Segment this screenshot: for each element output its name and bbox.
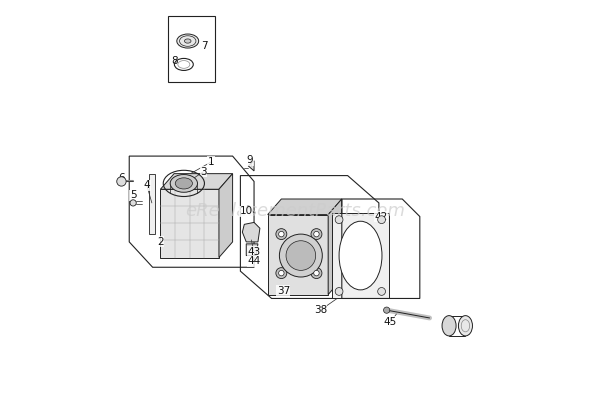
Circle shape (378, 287, 385, 295)
Text: 42: 42 (374, 212, 388, 222)
Text: 38: 38 (314, 305, 327, 315)
Circle shape (286, 241, 316, 270)
Circle shape (276, 267, 287, 279)
Circle shape (314, 270, 319, 276)
Text: 10: 10 (240, 207, 253, 217)
Ellipse shape (175, 178, 192, 189)
Circle shape (378, 216, 385, 224)
Text: 7: 7 (201, 41, 208, 51)
Text: 9: 9 (247, 155, 254, 165)
Circle shape (280, 234, 322, 277)
Polygon shape (268, 215, 328, 295)
Circle shape (278, 231, 284, 237)
Text: 44: 44 (247, 256, 261, 266)
Ellipse shape (458, 316, 473, 336)
Bar (168, 16, 215, 82)
Polygon shape (219, 174, 232, 258)
Polygon shape (268, 199, 342, 215)
Polygon shape (246, 244, 258, 256)
Text: 1: 1 (208, 157, 214, 167)
Text: 37: 37 (277, 286, 290, 296)
Polygon shape (332, 213, 389, 298)
Circle shape (311, 228, 322, 240)
Text: 6: 6 (118, 173, 124, 183)
Text: 5: 5 (130, 190, 136, 200)
Ellipse shape (177, 34, 199, 48)
Circle shape (335, 287, 343, 295)
Text: 3: 3 (200, 167, 206, 177)
Ellipse shape (185, 39, 191, 43)
Text: 2: 2 (157, 237, 164, 247)
Circle shape (278, 270, 284, 276)
Polygon shape (328, 199, 342, 295)
Ellipse shape (442, 316, 456, 336)
Polygon shape (242, 222, 260, 242)
Circle shape (276, 228, 287, 240)
Polygon shape (160, 174, 232, 189)
Polygon shape (248, 161, 254, 171)
Circle shape (314, 231, 319, 237)
Polygon shape (160, 189, 219, 258)
Circle shape (130, 200, 136, 206)
Ellipse shape (170, 175, 198, 192)
Circle shape (117, 177, 126, 186)
Text: 43: 43 (247, 247, 261, 257)
Text: 45: 45 (384, 317, 397, 327)
Text: 8: 8 (171, 56, 178, 66)
Polygon shape (149, 174, 155, 234)
Text: eReplacementParts.com: eReplacementParts.com (185, 202, 405, 220)
Ellipse shape (339, 221, 382, 290)
Circle shape (335, 216, 343, 224)
Text: 4: 4 (143, 180, 150, 190)
Circle shape (384, 307, 390, 313)
Text: 40: 40 (458, 321, 471, 331)
Circle shape (311, 267, 322, 279)
